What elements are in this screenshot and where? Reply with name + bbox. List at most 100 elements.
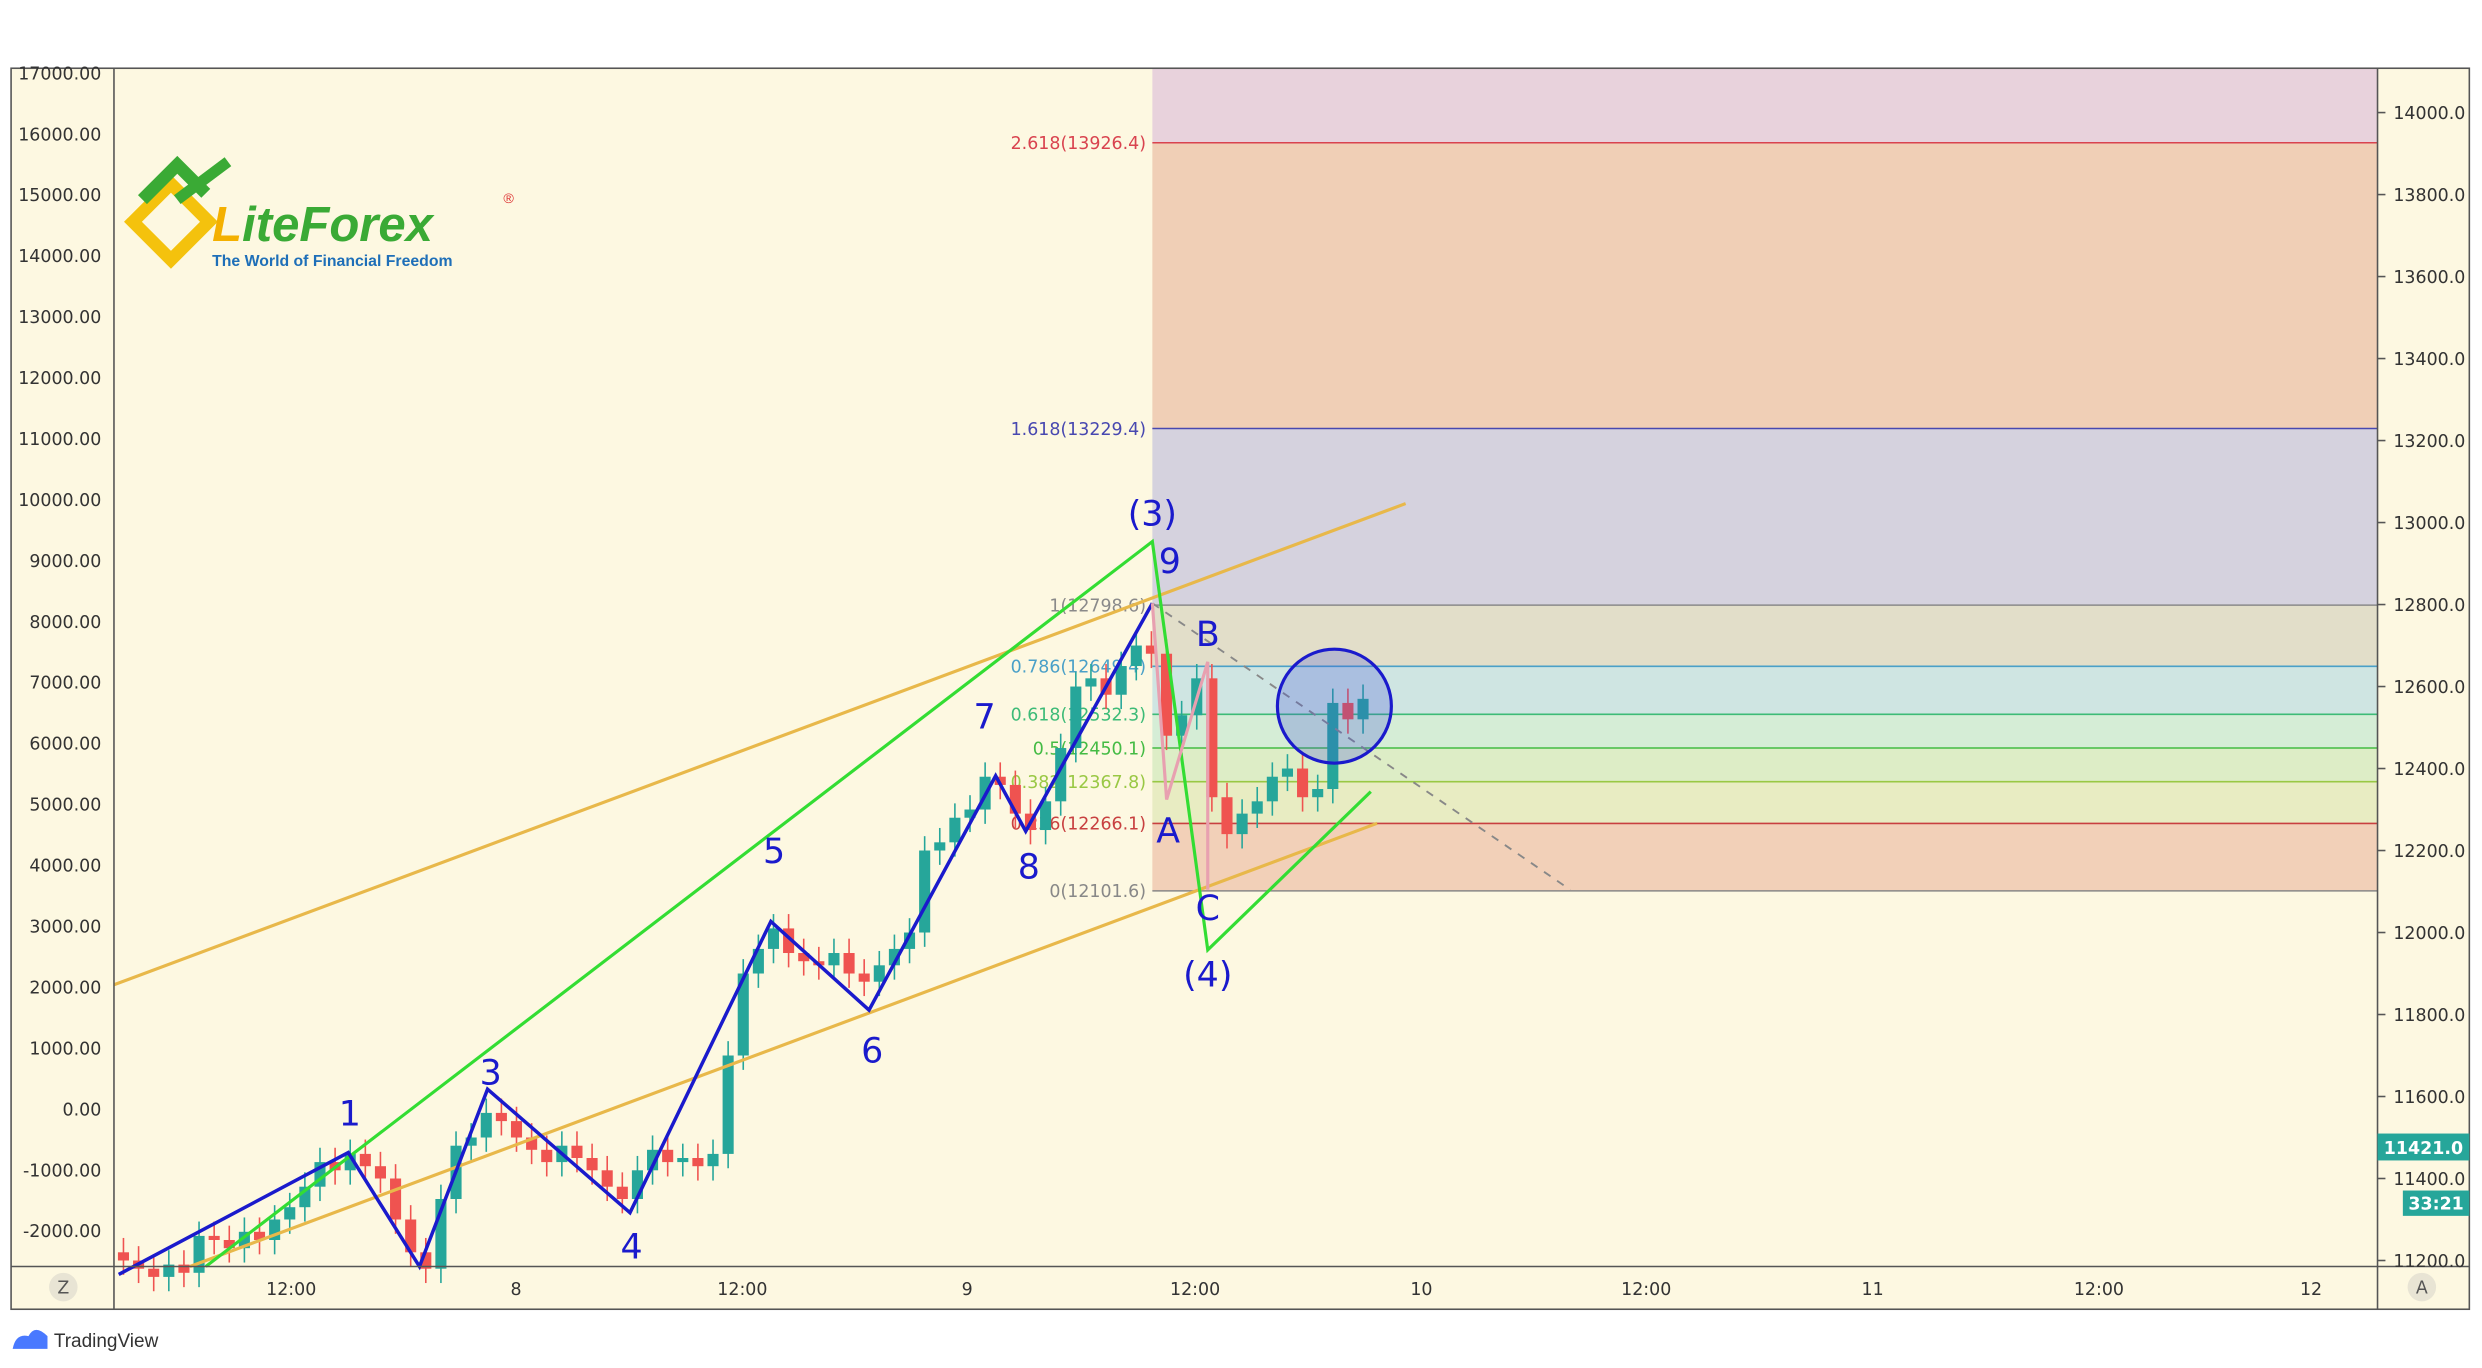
- candle-body: [117, 1252, 130, 1261]
- logo-tagline: The World of Financial Freedom: [212, 253, 452, 270]
- candle-body: [374, 1166, 386, 1179]
- fib-zone: [1152, 781, 2378, 824]
- time-axis-tick: 12:00: [1170, 1280, 1220, 1300]
- wave-label: 9: [1159, 542, 1181, 582]
- right-axis-tick: 12000.0: [2393, 924, 2465, 944]
- left-axis-tick: 8000.00: [29, 613, 101, 633]
- candle-body: [1130, 645, 1142, 667]
- candle-body: [344, 1153, 356, 1171]
- time-axis-tick: 12:00: [717, 1280, 767, 1300]
- fib-zone: [1152, 666, 2378, 715]
- left-axis-tick: 7000.00: [29, 674, 101, 694]
- current-price-label: 11421.0 33:21: [2377, 1133, 2470, 1216]
- minor-wave-line: [117, 602, 1154, 1276]
- time-axis-tick: 12: [2300, 1280, 2322, 1300]
- right-price-axis[interactable]: 14000.0 13800.0 13600.0 13400.0 13200.0 13000…: [2377, 104, 2466, 1272]
- left-axis-tick: -1000.00: [23, 1161, 101, 1181]
- current-price: 11421.0: [2384, 1139, 2463, 1159]
- candle-body: [1251, 801, 1263, 814]
- time-axis[interactable]: 12:00 8 12:00 9 12:00 10 12:00 11 12:00 12: [266, 1280, 2322, 1300]
- left-axis-tick: 17000.00: [18, 64, 101, 84]
- right-axis-tick: 11200.0: [2393, 1252, 2465, 1272]
- fib-zone: [1152, 68, 2378, 143]
- right-axis-tick: 11400.0: [2393, 1170, 2465, 1190]
- candle-body: [798, 953, 810, 962]
- right-axis-tick: 12800.0: [2393, 596, 2465, 616]
- candle-body: [193, 1235, 205, 1273]
- candle-body: [1040, 801, 1052, 831]
- registered-mark: ®: [503, 191, 514, 207]
- candle-body: [873, 965, 885, 982]
- left-axis-tick: 11000.00: [18, 430, 101, 450]
- candle-body: [707, 1153, 719, 1167]
- left-axis-tick: 6000.00: [29, 735, 101, 755]
- candle-body: [586, 1158, 598, 1171]
- candle-body: [1115, 666, 1127, 695]
- candle-body: [1357, 698, 1369, 720]
- fib-label-1.618: 1.618(13229.4): [1011, 420, 1146, 440]
- wave-label: 5: [763, 832, 785, 872]
- wave-label: (4): [1183, 955, 1232, 995]
- candle-body: [435, 1198, 447, 1269]
- wave-label: 4: [621, 1228, 643, 1268]
- left-axis-tick: 13000.00: [18, 308, 101, 328]
- candles: [117, 631, 1369, 1292]
- tradingview-brand[interactable]: TradingView: [12, 1329, 159, 1352]
- left-axis-tick: 1000.00: [29, 1039, 101, 1059]
- right-axis-tick: 13200.0: [2393, 432, 2465, 452]
- candle-body: [1206, 678, 1218, 798]
- time-axis-tick: 11: [1862, 1280, 1884, 1300]
- right-axis-tick: 12400.0: [2393, 760, 2465, 780]
- candle-body: [1342, 702, 1354, 720]
- candle-body: [949, 817, 961, 843]
- fib-label-2.618: 2.618(13926.4): [1011, 134, 1146, 154]
- candle-body: [601, 1170, 613, 1187]
- tradingview-cloud-icon: [12, 1329, 48, 1349]
- candle-body: [1070, 686, 1082, 749]
- candle-body: [148, 1268, 160, 1277]
- abc-correction-line: [1150, 603, 1210, 890]
- time-axis-tick: 12:00: [266, 1280, 316, 1300]
- candle-body: [510, 1121, 523, 1138]
- wave-label: 1: [339, 1095, 361, 1135]
- auto-scale-button[interactable]: A: [2407, 1272, 2437, 1302]
- left-axis-tick: 3000.00: [29, 918, 101, 938]
- candle-body: [420, 1252, 432, 1269]
- fib-label-0: 0(12101.6): [1049, 882, 1146, 902]
- candle-body: [1266, 776, 1278, 802]
- wave-label: (3): [1128, 495, 1177, 535]
- right-axis-tick: 11800.0: [2393, 1006, 2465, 1026]
- bar-countdown: 33:21: [2408, 1195, 2463, 1215]
- wave-label: 6: [861, 1031, 883, 1071]
- time-axis-tick: 10: [1410, 1280, 1432, 1300]
- candle-body: [752, 948, 764, 974]
- candle-body: [223, 1239, 235, 1249]
- candle-body: [616, 1186, 628, 1199]
- left-axis-tick: 2000.00: [29, 978, 101, 998]
- candle-body: [1281, 768, 1293, 777]
- time-axis-tick: 9: [962, 1280, 973, 1300]
- candle-body: [692, 1158, 704, 1167]
- candle-body: [647, 1149, 659, 1171]
- candle-body: [178, 1264, 190, 1273]
- candle-body: [843, 953, 855, 974]
- left-price-axis[interactable]: 17000.00 16000.00 15000.00 14000.00 13000.00…: [18, 64, 101, 1242]
- highlight-circle: [1275, 647, 1393, 765]
- fib-label-0.382: 0.382(12367.8): [1011, 773, 1146, 793]
- fib-zone: [1152, 714, 2378, 748]
- candle-body: [1312, 789, 1324, 798]
- candle-body: [828, 953, 840, 966]
- logo-mark-icon: [124, 155, 232, 269]
- candle-body: [163, 1264, 175, 1277]
- left-axis-tick: 12000.00: [18, 369, 101, 389]
- candle-body: [465, 1137, 477, 1146]
- left-axis-tick: 16000.00: [18, 125, 101, 145]
- candle-body: [253, 1231, 266, 1240]
- timezone-button[interactable]: Z: [49, 1272, 78, 1302]
- fib-zone: [1152, 823, 2378, 891]
- auto-scale-label: A: [2416, 1278, 2428, 1298]
- candle-body: [1055, 748, 1067, 802]
- candle-body: [903, 932, 916, 949]
- major-wave-line: [204, 538, 1372, 1268]
